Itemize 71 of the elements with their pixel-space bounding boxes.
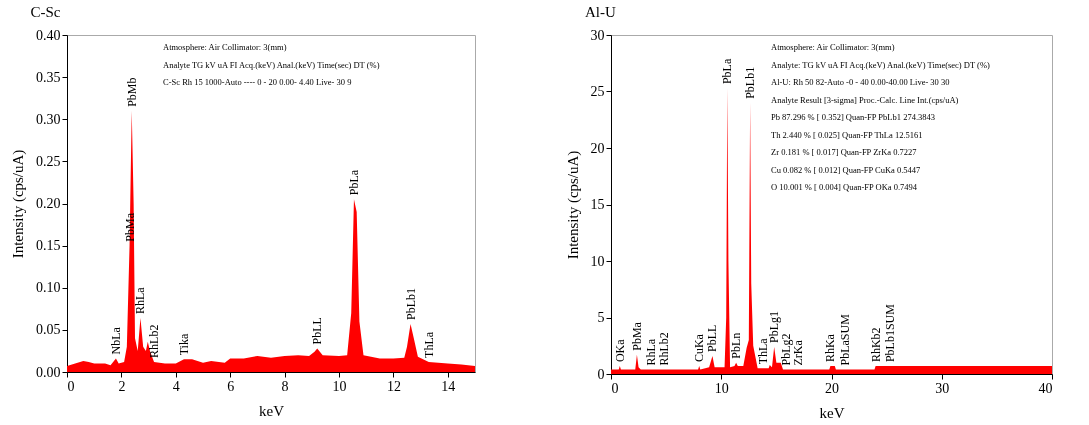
x-tick-label: 4 — [172, 378, 180, 394]
x-tick-label: 10 — [714, 380, 729, 396]
x-tick-label: 6 — [227, 378, 235, 394]
annotation: PbLaSUM — [837, 313, 852, 366]
x-tick-label: 20 — [825, 380, 839, 396]
annotation: O 10.001 % [ 0.004] Quan-FP OKa 0.7494 — [771, 182, 918, 192]
x-tick-label: 0 — [611, 380, 619, 396]
annotation: Atmosphere: Air Collimator: 3(mm) — [163, 42, 287, 52]
annotation: OKa — [612, 338, 627, 363]
annotation: PbLL — [310, 317, 325, 345]
annotation: RhLb2 — [656, 332, 671, 366]
annotation: Analyte TG kV uA FI Acq.(keV) Anal.(keV) Time(sec) DT (%) — [163, 59, 380, 70]
annotation: PbLb1 — [403, 287, 418, 320]
x-tick-label: 40 — [1038, 380, 1053, 396]
annotation: PbMa — [629, 321, 644, 351]
y-axis-title: Intensity (cps/uA) — [10, 149, 27, 259]
y-tick-label: 0.35 — [36, 69, 61, 85]
y-tick-label: 0.40 — [36, 27, 61, 43]
y-tick-label: 0.20 — [36, 196, 61, 211]
x-axis-title: keV — [819, 404, 845, 421]
y-tick-label: 0 — [597, 366, 605, 382]
annotation: Tika — [176, 333, 191, 356]
annotation: Pb 87.296 % [ 0.352] Quan-FP PbLb1 274.3843 — [771, 112, 936, 122]
y-tick-label: 0.10 — [36, 280, 61, 296]
x-tick-label: 12 — [386, 378, 401, 394]
y-tick-label: 0.00 — [36, 364, 61, 380]
annotation: ThLa — [421, 331, 436, 358]
annotation: Analyte: TG kV uA FI Acq.(keV) Anal.(keV) Time(sec) DT (%) — [771, 59, 991, 70]
y-tick-label: 10 — [590, 253, 605, 269]
annotation: PbLg2 — [779, 333, 794, 366]
annotation: PbMa — [122, 212, 137, 242]
x-tick-label: 10 — [332, 378, 347, 394]
annotation: Th 2.440 % [ 0.025] Quan-FP ThLa 12.5161 — [771, 129, 923, 140]
x-tick-label: 14 — [441, 378, 456, 394]
annotation: PbLa — [720, 58, 735, 85]
annotation: RhLb2 — [147, 324, 162, 358]
chart-title: Al-U — [585, 4, 616, 20]
annotation: PbLL — [705, 324, 720, 352]
annotation: PbMb — [124, 77, 139, 107]
annotation: PbLn — [729, 332, 744, 359]
annotation: Zr 0.181 % [ 0.017] Quan-FP ZrKa 0.7227 — [771, 147, 917, 157]
annotation: RhKb2 — [868, 327, 883, 363]
annotation: Al-U: Rh 50 82-Auto -0 - 40 0.00-40.00 Live- 30 30 — [771, 77, 950, 87]
y-tick-label: 30 — [590, 27, 605, 43]
annotation: RhKa — [823, 333, 838, 363]
annotation: Cu 0.082 % [ 0.012] Quan-FP CuKa 0.5447 — [771, 164, 921, 175]
x-tick-label: 30 — [935, 380, 950, 396]
y-tick-label: 25 — [590, 84, 605, 99]
x-tick-label: 0 — [67, 378, 75, 394]
y-tick-label: 20 — [590, 140, 605, 156]
annotation: PbLa — [346, 169, 361, 196]
annotation: Atmosphere: Air Collimator: 3(mm) — [771, 42, 895, 52]
y-tick-label: 15 — [590, 197, 605, 212]
x-axis-title: keV — [259, 402, 285, 419]
annotation: RhLa — [133, 286, 148, 315]
chart-title: C-Sc — [30, 4, 61, 20]
annotation: PbLb1SUM — [882, 303, 897, 363]
y-tick-label: 0.05 — [36, 322, 61, 338]
annotation: C-Sc Rh 15 1000-Auto ---- 0 - 20 0.00- 4.40 Live- 30 9 — [163, 77, 352, 87]
y-tick-label: 0.25 — [36, 153, 61, 169]
annotation: CuKa — [692, 333, 707, 363]
x-tick-label: 8 — [281, 378, 289, 394]
annotation: NbLa — [108, 326, 123, 355]
y-tick-label: 0.15 — [36, 238, 61, 254]
y-axis-title: Intensity (cps/uA) — [564, 150, 582, 260]
y-tick-label: 0.30 — [36, 111, 61, 127]
annotation: Analyte Result [3-sigma] Proc.-Calc. Line Int.(cps/uA) — [771, 94, 959, 105]
x-tick-label: 2 — [118, 378, 126, 394]
y-tick-label: 5 — [597, 310, 605, 325]
annotation: RhLa — [643, 338, 658, 366]
annotation: PbLb1 — [743, 66, 758, 99]
